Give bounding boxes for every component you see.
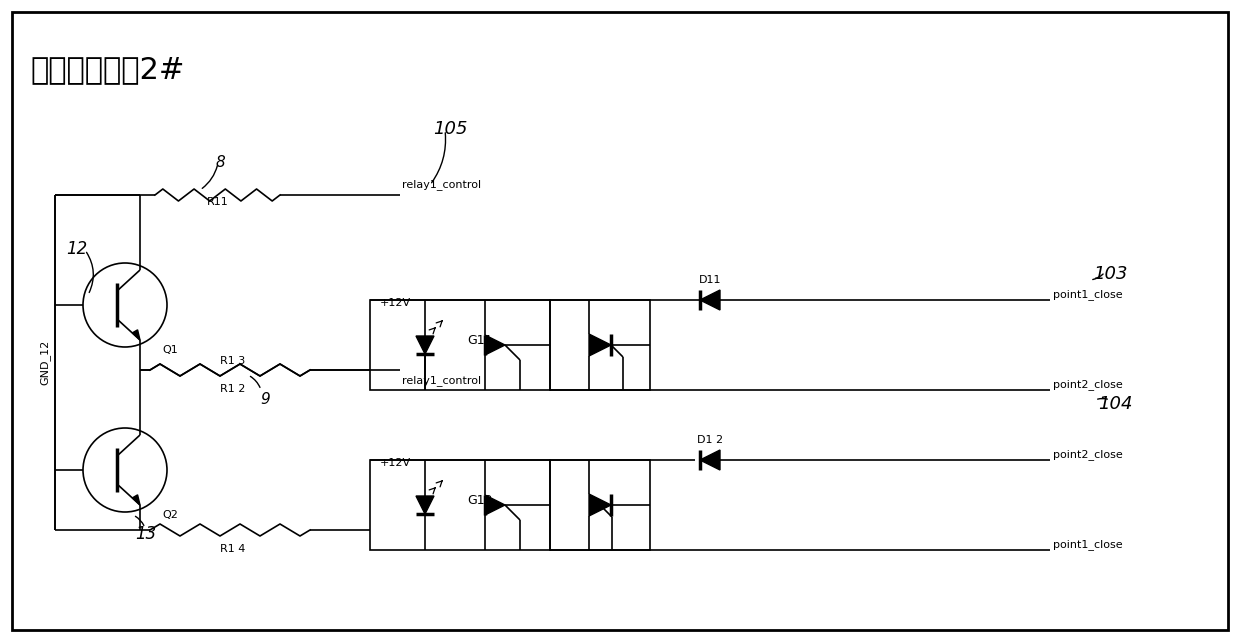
Text: Q2: Q2 — [162, 510, 177, 520]
Text: D1 2: D1 2 — [697, 435, 723, 445]
Text: 9: 9 — [260, 392, 270, 407]
Text: point1_close: point1_close — [1053, 290, 1122, 300]
Polygon shape — [701, 450, 720, 470]
Bar — [551, 300, 650, 390]
Text: 103: 103 — [1092, 265, 1127, 283]
Text: 12: 12 — [66, 240, 87, 258]
Polygon shape — [589, 494, 611, 516]
Text: D11: D11 — [699, 275, 722, 285]
Text: 104: 104 — [1097, 395, 1132, 413]
Polygon shape — [133, 330, 140, 340]
Polygon shape — [133, 495, 140, 505]
Text: R1 4: R1 4 — [219, 544, 246, 554]
Polygon shape — [485, 495, 505, 515]
Text: GND_12: GND_12 — [40, 340, 51, 385]
Text: G12: G12 — [467, 494, 492, 507]
Text: 干扰隔离电路2#: 干扰隔离电路2# — [30, 55, 185, 84]
Text: R1 3: R1 3 — [219, 356, 246, 366]
Polygon shape — [701, 290, 720, 310]
Polygon shape — [589, 334, 611, 356]
Text: relay1_control: relay1_control — [402, 375, 481, 386]
Polygon shape — [415, 336, 434, 354]
Text: point2_close: point2_close — [1053, 449, 1122, 460]
Bar — [370, 460, 551, 550]
Text: relay1_control: relay1_control — [402, 179, 481, 190]
Text: R11: R11 — [207, 197, 228, 207]
Text: 13: 13 — [135, 525, 156, 543]
Text: Q1: Q1 — [162, 345, 177, 355]
Text: point1_close: point1_close — [1053, 539, 1122, 550]
Text: 105: 105 — [433, 120, 467, 138]
Text: +12V: +12V — [379, 458, 412, 468]
Polygon shape — [415, 496, 434, 514]
Text: 8: 8 — [215, 155, 224, 170]
Polygon shape — [485, 335, 505, 355]
Text: +12V: +12V — [379, 298, 412, 308]
Text: point2_close: point2_close — [1053, 379, 1122, 390]
Bar — [370, 300, 551, 390]
Text: G11: G11 — [467, 333, 492, 347]
Text: R1 2: R1 2 — [219, 384, 246, 394]
Bar — [551, 460, 650, 550]
